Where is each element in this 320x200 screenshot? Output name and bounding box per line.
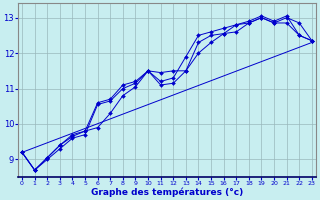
X-axis label: Graphe des températures (°c): Graphe des températures (°c) — [91, 187, 243, 197]
